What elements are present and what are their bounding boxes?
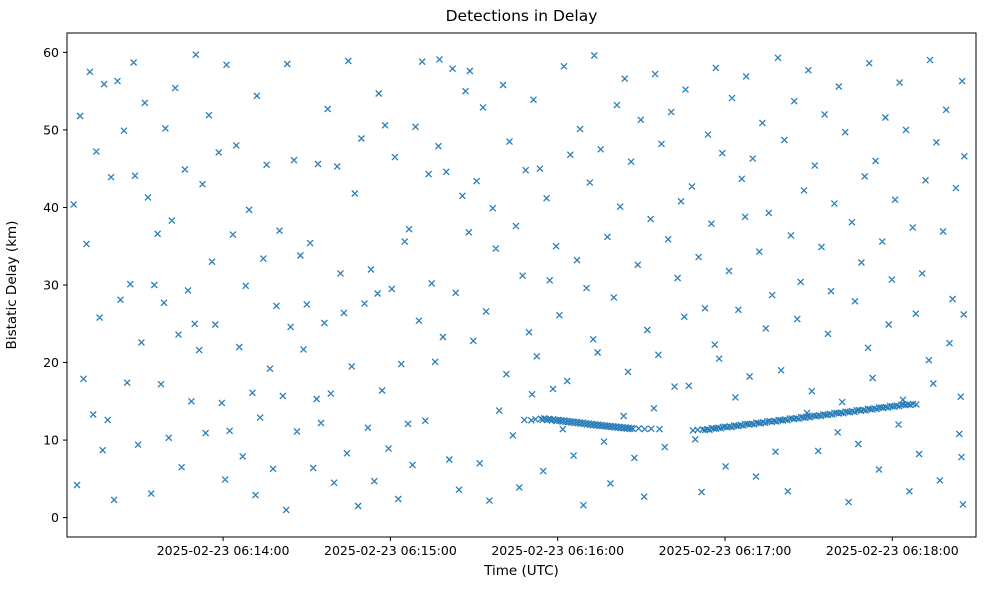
x-tick-label: 2025-02-23 06:14:00 (157, 543, 290, 558)
plot-spine (66, 32, 977, 538)
y-tick-label: 60 (43, 45, 59, 60)
scatter-points (70, 51, 968, 514)
series-track-1-markers (520, 414, 663, 433)
y-tick-label: 50 (43, 122, 59, 137)
y-tick-label: 40 (43, 200, 59, 215)
chart-title: Detections in Delay (446, 7, 598, 25)
x-tick-label: 2025-02-23 06:18:00 (826, 543, 959, 558)
y-tick-label: 20 (43, 355, 59, 370)
x-tick-label: 2025-02-23 06:17:00 (659, 543, 792, 558)
series-clutter-markers (70, 51, 968, 514)
y-tick-label: 10 (43, 433, 59, 448)
x-axis-label: Time (UTC) (483, 563, 559, 579)
x-tick-label: 2025-02-23 06:15:00 (324, 543, 457, 558)
axes: 2025-02-23 06:14:00 2025-02-23 06:15:00 20… (43, 32, 977, 558)
series-track-2-markers (689, 400, 920, 434)
y-tick-label: 30 (43, 278, 59, 293)
x-tick-label: 2025-02-23 06:16:00 (491, 543, 624, 558)
y-tick-label: 0 (51, 510, 59, 525)
y-axis-label: Bistatic Delay (km) (4, 221, 20, 350)
